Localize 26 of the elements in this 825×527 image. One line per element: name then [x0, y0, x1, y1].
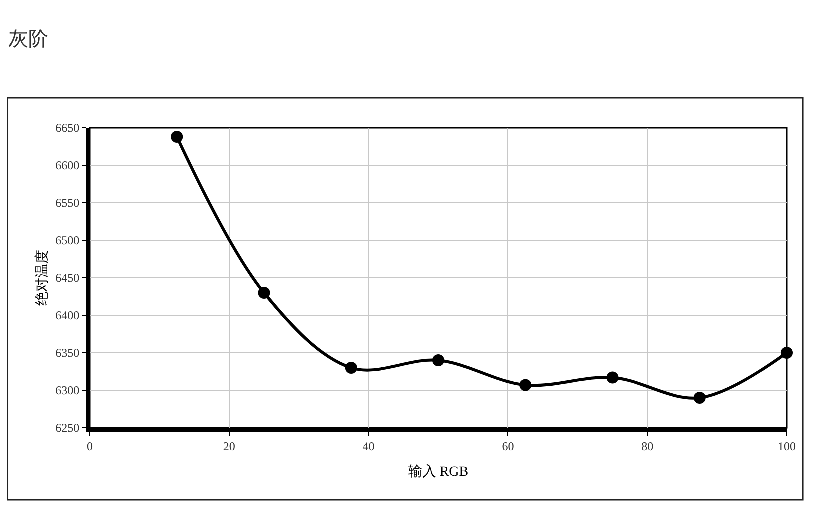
y-tick-label: 6550 [56, 196, 80, 210]
point [258, 287, 270, 299]
point [432, 354, 444, 366]
x-tick-label: 80 [642, 439, 654, 454]
chart-title: 灰阶 [8, 28, 48, 51]
y-tick-label: 6650 [56, 121, 80, 136]
y-tick-label: 6350 [56, 346, 80, 360]
x-tick-label: 0 [87, 439, 93, 454]
point [606, 372, 619, 384]
y-tick-label: 6600 [56, 158, 80, 173]
x-tick-label: 40 [362, 439, 375, 454]
y-tick-label: 6450 [56, 271, 80, 286]
point [694, 392, 706, 404]
x-tick-label: 100 [778, 439, 796, 454]
y-tick-label: 6250 [56, 421, 80, 436]
x-tick-label: 20 [223, 439, 236, 454]
y-tick-label: 6400 [56, 308, 80, 323]
point [520, 379, 532, 392]
y-tick-label: 6500 [56, 234, 80, 248]
point [171, 131, 184, 143]
x-axis-title: 输入 RGB [408, 464, 469, 480]
y-axis-title: 绝对温度 [34, 250, 51, 306]
y-tick-label: 6300 [56, 384, 80, 398]
point [781, 347, 793, 359]
x-tick-label: 60 [502, 439, 514, 454]
point [345, 362, 358, 374]
